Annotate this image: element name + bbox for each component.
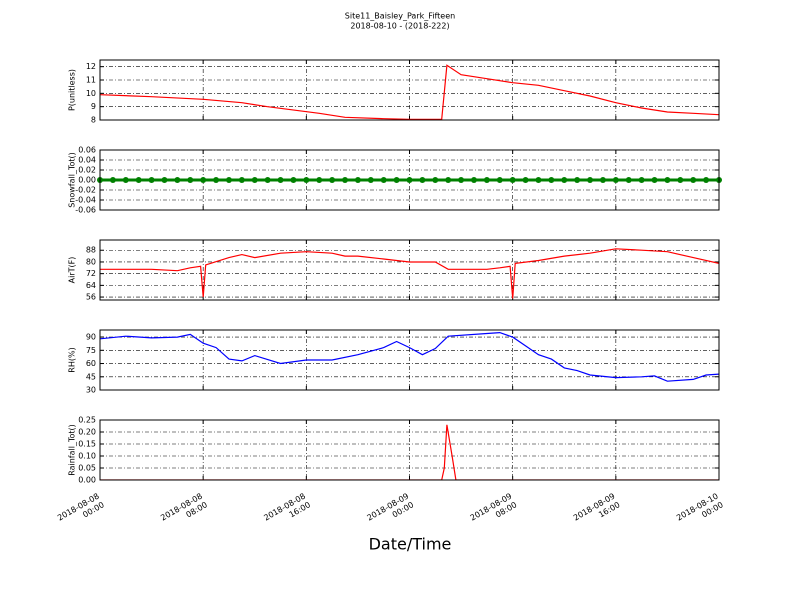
y-axis-label: P(unitless) bbox=[68, 69, 77, 111]
y-tick-label: 0.15 bbox=[78, 440, 96, 449]
data-point bbox=[587, 177, 594, 183]
y-axis-label: RH(%) bbox=[68, 347, 77, 372]
data-point bbox=[200, 177, 207, 183]
y-tick-label: 30 bbox=[86, 386, 96, 395]
y-tick-label: 90 bbox=[86, 333, 96, 342]
data-point bbox=[406, 177, 413, 183]
data-point bbox=[303, 177, 310, 183]
data-point bbox=[496, 177, 503, 183]
data-point bbox=[367, 177, 374, 183]
plot-frame bbox=[99, 329, 720, 391]
y-tick-label: 88 bbox=[86, 246, 96, 255]
y-tick-label: 0.10 bbox=[78, 452, 96, 461]
data-point bbox=[651, 177, 658, 183]
y-tick-label: 45 bbox=[86, 372, 96, 381]
data-point bbox=[122, 177, 129, 183]
y-tick-label: 9 bbox=[91, 102, 96, 111]
y-tick-label: 75 bbox=[86, 346, 96, 355]
data-point bbox=[690, 177, 697, 183]
y-tick-label: 64 bbox=[86, 281, 96, 290]
y-tick-label: 60 bbox=[86, 359, 96, 368]
data-line bbox=[100, 64, 719, 120]
data-point bbox=[677, 177, 684, 183]
data-point bbox=[625, 177, 632, 183]
y-axis-label: Rainfall_Tot() bbox=[68, 424, 77, 476]
data-point bbox=[548, 177, 555, 183]
data-line bbox=[100, 248, 719, 299]
data-point bbox=[419, 177, 426, 183]
y-tick-label: 0.04 bbox=[78, 156, 96, 165]
data-point bbox=[638, 177, 645, 183]
data-point bbox=[703, 177, 710, 183]
data-point bbox=[561, 177, 568, 183]
figure-subtitle: 2018-08-10 - (2018-222) bbox=[350, 22, 449, 31]
data-point bbox=[664, 177, 671, 183]
data-point bbox=[161, 177, 168, 183]
y-tick-label: -0.04 bbox=[75, 196, 96, 205]
data-line bbox=[100, 331, 719, 382]
y-tick-label: 11 bbox=[86, 76, 96, 85]
data-point bbox=[109, 177, 116, 183]
y-tick-label: 0.06 bbox=[78, 146, 96, 155]
data-point bbox=[135, 177, 142, 183]
data-point bbox=[251, 177, 258, 183]
data-point bbox=[470, 177, 477, 183]
plot-frame bbox=[99, 149, 720, 211]
figure-title: Site11_Baisley_Park_Fifteen bbox=[345, 12, 455, 21]
data-point bbox=[599, 177, 606, 183]
y-tick-label: 0.05 bbox=[78, 464, 96, 473]
plot-frame bbox=[99, 59, 720, 121]
data-point bbox=[316, 177, 323, 183]
data-point bbox=[329, 177, 336, 183]
data-point bbox=[574, 177, 581, 183]
y-axis-label: AirT(F) bbox=[68, 257, 77, 284]
data-point bbox=[483, 177, 490, 183]
y-tick-label: 0.00 bbox=[78, 476, 96, 485]
y-axis-label: Snowfall_Tot() bbox=[68, 152, 77, 208]
data-point bbox=[432, 177, 439, 183]
y-tick-label: -0.06 bbox=[75, 206, 96, 215]
y-tick-label: 0.00 bbox=[78, 176, 96, 185]
y-tick-label: 72 bbox=[86, 269, 96, 278]
plot-frame bbox=[99, 419, 720, 481]
y-tick-label: 80 bbox=[86, 257, 96, 266]
data-point bbox=[535, 177, 542, 183]
data-point bbox=[187, 177, 194, 183]
data-line bbox=[100, 424, 719, 480]
y-tick-label: 0.25 bbox=[78, 416, 96, 425]
data-point bbox=[380, 177, 387, 183]
x-axis-label: Date/Time bbox=[369, 535, 452, 554]
y-tick-label: 10 bbox=[86, 89, 96, 98]
data-point bbox=[264, 177, 271, 183]
data-point bbox=[445, 177, 452, 183]
data-point bbox=[213, 177, 220, 183]
data-point bbox=[458, 177, 465, 183]
data-point bbox=[225, 177, 232, 183]
y-tick-label: 0.20 bbox=[78, 428, 96, 437]
y-tick-label: 8 bbox=[91, 116, 96, 125]
data-point bbox=[148, 177, 155, 183]
data-point bbox=[354, 177, 361, 183]
data-point bbox=[393, 177, 400, 183]
y-tick-label: 56 bbox=[86, 293, 96, 302]
data-point bbox=[238, 177, 245, 183]
data-point bbox=[612, 177, 619, 183]
y-tick-label: 12 bbox=[86, 62, 96, 71]
y-tick-label: 0.02 bbox=[78, 166, 96, 175]
data-point bbox=[509, 177, 516, 183]
data-point bbox=[342, 177, 349, 183]
data-point bbox=[290, 177, 297, 183]
data-point bbox=[522, 177, 529, 183]
plot-frame bbox=[99, 239, 720, 301]
data-point bbox=[174, 177, 181, 183]
data-point bbox=[277, 177, 284, 183]
y-tick-label: -0.02 bbox=[75, 186, 96, 195]
